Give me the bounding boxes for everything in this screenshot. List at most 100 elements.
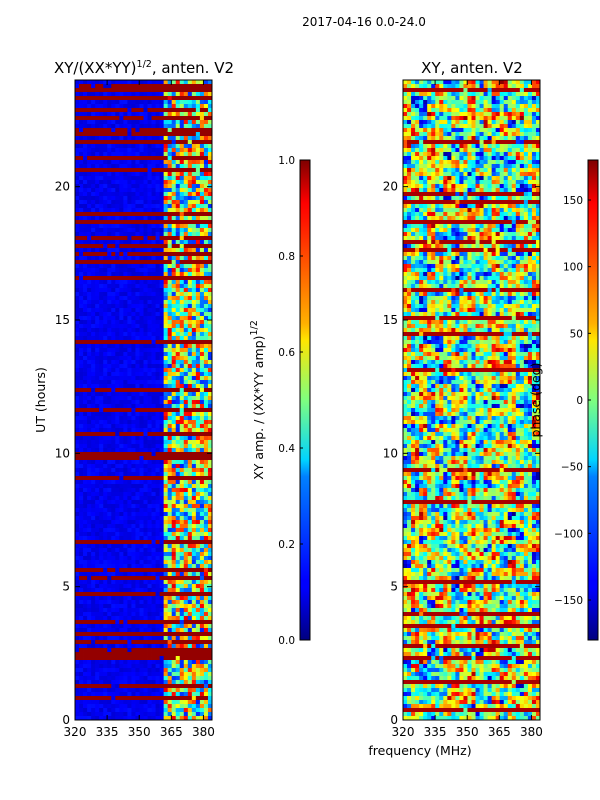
heatmap-cell	[151, 320, 156, 325]
heatmap-cell	[79, 364, 84, 369]
heatmap-cell	[139, 192, 144, 197]
heatmap-cell	[155, 316, 161, 321]
heatmap-cell	[139, 344, 144, 349]
heatmap-cell	[151, 624, 156, 629]
heatmap-cell	[107, 488, 112, 493]
heatmap-cell	[95, 628, 100, 633]
heatmap-cell	[131, 88, 136, 93]
heatmap-cell	[147, 460, 152, 465]
heatmap-cell	[155, 304, 161, 309]
heatmap-cell	[175, 96, 181, 101]
heatmap-cell	[119, 408, 124, 413]
heatmap-cell	[187, 608, 193, 613]
heatmap-cell	[147, 436, 152, 441]
heatmap-cell	[103, 636, 108, 641]
heatmap-cell	[103, 420, 108, 425]
heatmap-cell	[151, 568, 156, 573]
heatmap-cell	[75, 508, 80, 513]
heatmap-cell	[175, 616, 181, 621]
heatmap-cell	[175, 448, 181, 453]
heatmap-cell	[179, 484, 185, 489]
heatmap-cell	[111, 312, 116, 317]
heatmap-cell	[175, 648, 181, 653]
heatmap-cell	[107, 612, 112, 617]
heatmap-cell	[151, 544, 156, 549]
heatmap-cell	[115, 428, 120, 433]
heatmap-cell	[131, 284, 136, 289]
heatmap-cell	[143, 368, 148, 373]
heatmap-cell	[115, 104, 120, 109]
heatmap-cell	[147, 516, 152, 521]
heatmap-cell	[131, 324, 136, 329]
heatmap-cell	[163, 156, 169, 161]
heatmap-cell	[171, 316, 177, 321]
heatmap-cell	[159, 468, 165, 473]
heatmap-cell	[159, 532, 165, 537]
heatmap-cell	[127, 664, 132, 669]
heatmap-cell	[151, 128, 156, 133]
heatmap-cell	[183, 632, 189, 637]
heatmap-cell	[79, 180, 84, 185]
heatmap-cell	[207, 428, 213, 433]
heatmap-cell	[183, 336, 189, 341]
heatmap-cell	[107, 496, 112, 501]
heatmap-cell	[95, 560, 100, 565]
heatmap-cell	[95, 416, 100, 421]
heatmap-cell	[131, 200, 136, 205]
heatmap-cell	[143, 572, 148, 577]
heatmap-cell	[119, 636, 124, 641]
heatmap-cell	[151, 632, 156, 637]
heatmap-cell	[171, 452, 177, 457]
heatmap-cell	[99, 332, 104, 337]
heatmap-cell	[195, 484, 201, 489]
heatmap-cell	[111, 468, 116, 473]
heatmap-cell	[115, 452, 120, 457]
heatmap-cell	[91, 332, 96, 337]
heatmap-cell	[123, 404, 128, 409]
heatmap-cell	[131, 664, 136, 669]
heatmap-cell	[195, 492, 201, 497]
heatmap-cell	[99, 244, 104, 249]
heatmap-cell	[199, 212, 205, 217]
heatmap-cell	[175, 484, 181, 489]
heatmap-cell	[131, 180, 136, 185]
heatmap-cell	[115, 536, 120, 541]
heatmap-cell	[91, 440, 96, 445]
heatmap-cell	[127, 604, 132, 609]
heatmap-cell	[155, 660, 161, 665]
heatmap-cell	[147, 592, 152, 597]
heatmap-cell	[79, 136, 84, 141]
heatmap-cell	[111, 212, 116, 217]
heatmap-cell	[159, 188, 165, 193]
heatmap-cell	[167, 520, 173, 525]
heatmap-cell	[143, 96, 148, 101]
heatmap-cell	[155, 272, 161, 277]
heatmap-cell	[91, 388, 96, 393]
heatmap-cell	[159, 292, 165, 297]
heatmap-cell	[91, 296, 96, 301]
heatmap-cell	[151, 168, 156, 173]
heatmap-cell	[207, 412, 213, 417]
heatmap-cell	[143, 264, 148, 269]
heatmap-cell	[91, 188, 96, 193]
heatmap-cell	[179, 80, 185, 85]
heatmap-cell	[175, 332, 181, 337]
heatmap-cell	[91, 528, 96, 533]
heatmap-cell	[187, 572, 193, 577]
heatmap-cell	[167, 448, 173, 453]
heatmap-cell	[127, 444, 132, 449]
heatmap-cell	[111, 500, 116, 505]
heatmap-cell	[147, 184, 152, 189]
heatmap-cell	[99, 400, 104, 405]
heatmap-cell	[115, 108, 120, 113]
heatmap-cell	[199, 508, 205, 513]
heatmap-cell	[91, 580, 96, 585]
heatmap-cell	[195, 360, 201, 365]
heatmap-cell	[115, 148, 120, 153]
heatmap-cell	[107, 332, 112, 337]
heatmap-cell	[79, 416, 84, 421]
heatmap-cell	[183, 420, 189, 425]
heatmap-cell	[171, 416, 177, 421]
heatmap-cell	[175, 572, 181, 577]
heatmap-cell	[151, 560, 156, 565]
